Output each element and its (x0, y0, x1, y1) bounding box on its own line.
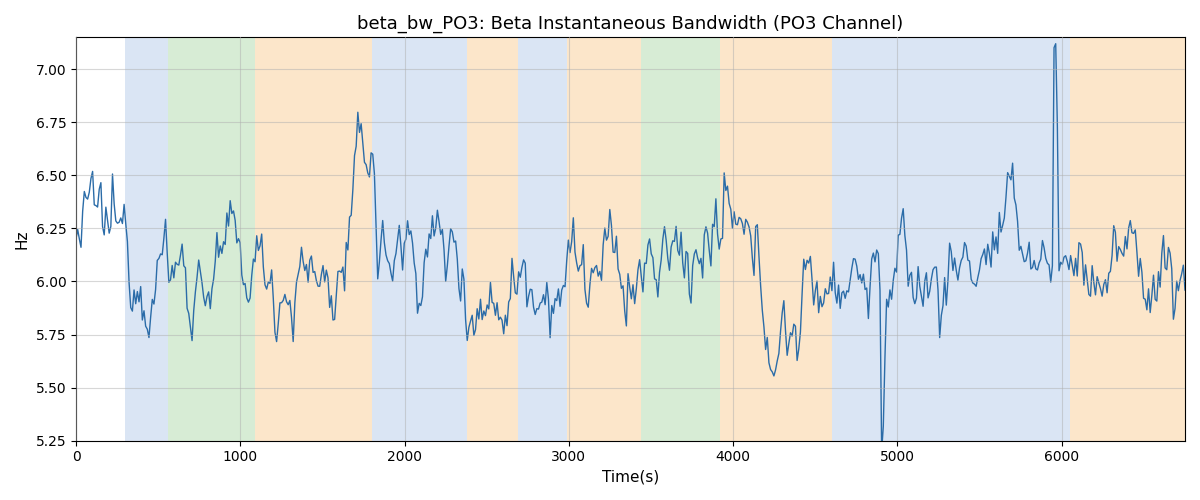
Bar (720, 38, 832, 440)
Bar (125, 38, 168, 440)
X-axis label: Time(s): Time(s) (602, 470, 659, 485)
Bar (467, 38, 518, 440)
Bar (168, 38, 256, 440)
Y-axis label: Hz: Hz (14, 230, 30, 249)
Bar (372, 38, 467, 440)
Bar (256, 38, 372, 440)
Bar (568, 38, 641, 440)
Bar (641, 38, 720, 440)
Bar (518, 38, 568, 440)
Bar (832, 38, 1070, 440)
Bar (1070, 38, 1184, 440)
Title: beta_bw_PO3: Beta Instantaneous Bandwidth (PO3 Channel): beta_bw_PO3: Beta Instantaneous Bandwidt… (358, 15, 904, 34)
